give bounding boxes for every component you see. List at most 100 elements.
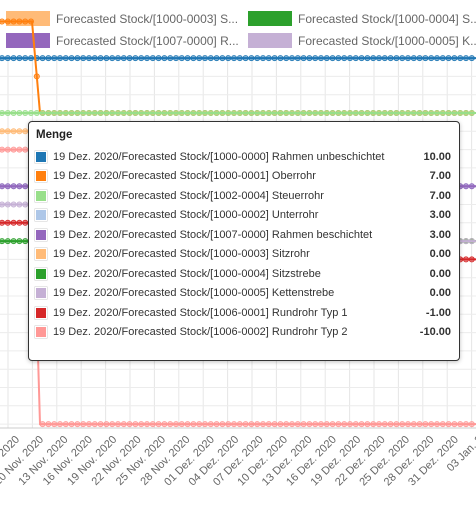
data-point[interactable] [86, 422, 91, 427]
data-point[interactable] [237, 110, 242, 115]
data-point[interactable] [388, 422, 393, 427]
data-point[interactable] [231, 56, 236, 61]
data-point[interactable] [429, 422, 434, 427]
data-point[interactable] [23, 19, 28, 24]
data-point[interactable] [318, 422, 323, 427]
data-point[interactable] [347, 56, 352, 61]
data-point[interactable] [75, 56, 80, 61]
data-point[interactable] [0, 129, 5, 134]
data-point[interactable] [69, 56, 74, 61]
data-point[interactable] [5, 56, 10, 61]
data-point[interactable] [127, 110, 132, 115]
data-point[interactable] [463, 257, 468, 262]
data-point[interactable] [469, 184, 474, 189]
data-point[interactable] [191, 110, 196, 115]
data-point[interactable] [260, 422, 265, 427]
data-point[interactable] [197, 110, 202, 115]
data-point[interactable] [353, 56, 358, 61]
data-point[interactable] [452, 110, 457, 115]
data-point[interactable] [197, 56, 202, 61]
data-point[interactable] [11, 147, 16, 152]
data-point[interactable] [11, 202, 16, 207]
data-point[interactable] [220, 56, 225, 61]
data-point[interactable] [434, 110, 439, 115]
data-point[interactable] [400, 56, 405, 61]
data-point[interactable] [295, 56, 300, 61]
data-point[interactable] [458, 110, 463, 115]
data-point[interactable] [440, 56, 445, 61]
data-point[interactable] [121, 422, 126, 427]
legend-item[interactable]: Forecasted Stock/[1000-0004] S... [248, 11, 476, 26]
data-point[interactable] [150, 110, 155, 115]
data-point[interactable] [162, 422, 167, 427]
data-point[interactable] [382, 56, 387, 61]
data-point[interactable] [220, 110, 225, 115]
data-point[interactable] [411, 422, 416, 427]
data-point[interactable] [226, 110, 231, 115]
data-point[interactable] [75, 422, 80, 427]
data-point[interactable] [371, 110, 376, 115]
data-point[interactable] [98, 110, 103, 115]
data-point[interactable] [81, 110, 86, 115]
data-point[interactable] [202, 110, 207, 115]
data-point[interactable] [388, 56, 393, 61]
data-point[interactable] [17, 220, 22, 225]
data-point[interactable] [28, 110, 33, 115]
data-point[interactable] [318, 110, 323, 115]
data-point[interactable] [57, 56, 62, 61]
data-point[interactable] [231, 422, 236, 427]
data-point[interactable] [127, 422, 132, 427]
data-point[interactable] [208, 110, 213, 115]
data-point[interactable] [63, 56, 68, 61]
data-point[interactable] [446, 422, 451, 427]
data-point[interactable] [458, 422, 463, 427]
data-point[interactable] [104, 56, 109, 61]
data-point[interactable] [69, 422, 74, 427]
data-point[interactable] [405, 422, 410, 427]
data-point[interactable] [202, 56, 207, 61]
data-point[interactable] [400, 110, 405, 115]
data-point[interactable] [243, 422, 248, 427]
data-point[interactable] [469, 239, 474, 244]
data-point[interactable] [336, 422, 341, 427]
data-point[interactable] [388, 110, 393, 115]
legend-item[interactable]: Forecasted Stock/[1007-0000] R... [6, 33, 239, 48]
data-point[interactable] [11, 129, 16, 134]
data-point[interactable] [440, 422, 445, 427]
data-point[interactable] [272, 110, 277, 115]
data-point[interactable] [405, 110, 410, 115]
data-point[interactable] [394, 56, 399, 61]
data-point[interactable] [104, 110, 109, 115]
data-point[interactable] [452, 422, 457, 427]
data-point[interactable] [63, 422, 68, 427]
data-point[interactable] [469, 56, 474, 61]
data-point[interactable] [214, 422, 219, 427]
data-point[interactable] [469, 422, 474, 427]
data-point[interactable] [405, 56, 410, 61]
data-point[interactable] [179, 56, 184, 61]
data-point[interactable] [307, 110, 312, 115]
data-point[interactable] [115, 110, 120, 115]
series-line[interactable] [0, 56, 476, 61]
data-point[interactable] [46, 110, 51, 115]
data-point[interactable] [57, 110, 62, 115]
data-point[interactable] [330, 56, 335, 61]
data-point[interactable] [57, 422, 62, 427]
data-point[interactable] [423, 56, 428, 61]
data-point[interactable] [11, 184, 16, 189]
data-point[interactable] [40, 422, 45, 427]
data-point[interactable] [28, 19, 33, 24]
data-point[interactable] [208, 422, 213, 427]
data-point[interactable] [197, 422, 202, 427]
data-point[interactable] [0, 202, 5, 207]
data-point[interactable] [260, 110, 265, 115]
data-point[interactable] [52, 110, 57, 115]
data-point[interactable] [40, 56, 45, 61]
data-point[interactable] [17, 129, 22, 134]
data-point[interactable] [17, 19, 22, 24]
data-point[interactable] [202, 422, 207, 427]
data-point[interactable] [417, 56, 422, 61]
data-point[interactable] [284, 110, 289, 115]
data-point[interactable] [40, 110, 45, 115]
data-point[interactable] [5, 239, 10, 244]
